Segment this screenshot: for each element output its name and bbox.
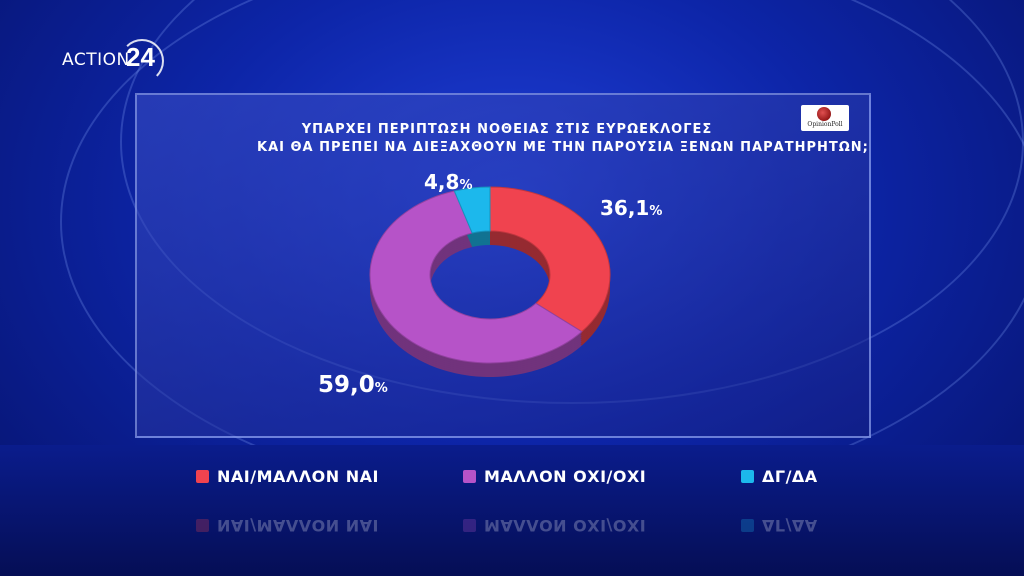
legend-reflection-swatch — [463, 519, 476, 532]
chart-title-line-2: ΚΑΙ ΘΑ ΠΡΕΠΕΙ ΝΑ ΔΙΕΞΑΧΘΟΥΝ ΜΕ ΤΗΝ ΠΑΡΟΥ… — [257, 140, 869, 155]
channel-logo: ACTION 24 — [62, 39, 182, 83]
slice-value-label: 4,8% — [424, 170, 472, 194]
slice-value-label: 59,0% — [318, 372, 388, 398]
slice-value-number: 4,8 — [424, 170, 460, 194]
chart-panel: ΥΠΑΡΧΕΙ ΠΕΡΙΠΤΩΣΗ ΝΟΘΕΙΑΣ ΣΤΙΣ ΕΥΡΩΕΚΛΟΓ… — [135, 93, 871, 438]
slice-value-number: 36,1 — [600, 196, 650, 220]
legend-reflection-label: ΔΓ/ΔΑ — [762, 516, 818, 535]
background-floor — [0, 445, 1024, 576]
legend-label: ΔΓ/ΔΑ — [762, 467, 818, 486]
slice-value-unit: % — [649, 204, 663, 219]
slice-value-number: 59,0 — [318, 372, 375, 398]
chart-legend: ΝΑΙ/ΜΑΛΛΟΝ ΝΑΙ ΜΑΛΛΟΝ ΟΧΙ/ΟΧΙ ΔΓ/ΔΑ — [0, 467, 1024, 497]
donut-slice-3 — [453, 186, 491, 234]
legend-reflection-item: ΔΓ/ΔΑ — [741, 516, 818, 535]
slice-value-unit: % — [374, 381, 388, 396]
pollster-logo: OpinionPoll — [801, 105, 849, 131]
legend-label: ΝΑΙ/ΜΑΛΛΟΝ ΝΑΙ — [217, 467, 379, 486]
donut-slice-1 — [489, 186, 611, 333]
legend-reflection-label: ΜΑΛΛΟΝ ΟΧΙ/ΟΧΙ — [484, 516, 647, 535]
legend-reflection: ΝΑΙ/ΜΑΛΛΟΝ ΝΑΙ ΜΑΛΛΟΝ ΟΧΙ/ΟΧΙ ΔΓ/ΔΑ — [0, 505, 1024, 535]
chart-title: ΥΠΑΡΧΕΙ ΠΕΡΙΠΤΩΣΗ ΝΟΘΕΙΑΣ ΣΤΙΣ ΕΥΡΩΕΚΛΟΓ… — [257, 121, 869, 157]
channel-logo-number: 24 — [126, 42, 155, 72]
legend-swatch — [741, 470, 754, 483]
legend-item: ΜΑΛΛΟΝ ΟΧΙ/ΟΧΙ — [463, 467, 646, 486]
channel-logo-name: ACTION — [62, 50, 130, 70]
logo-ring-icon — [120, 39, 164, 83]
slice-value-unit: % — [459, 178, 473, 193]
legend-item: ΝΑΙ/ΜΑΛΛΟΝ ΝΑΙ — [196, 467, 379, 486]
legend-swatch — [196, 470, 209, 483]
legend-reflection-label: ΝΑΙ/ΜΑΛΛΟΝ ΝΑΙ — [217, 516, 379, 535]
donut-slice-2 — [369, 190, 583, 364]
chart-title-line-1: ΥΠΑΡΧΕΙ ΠΕΡΙΠΤΩΣΗ ΝΟΘΕΙΑΣ ΣΤΙΣ ΕΥΡΩΕΚΛΟΓ… — [301, 122, 713, 137]
pollster-logo-icon — [817, 107, 831, 121]
legend-label: ΜΑΛΛΟΝ ΟΧΙ/ΟΧΙ — [484, 467, 647, 486]
legend-reflection-swatch — [196, 519, 209, 532]
slice-value-label: 36,1% — [600, 196, 662, 220]
legend-swatch — [463, 470, 476, 483]
pollster-name: OpinionPoll — [807, 121, 843, 128]
legend-reflection-swatch — [741, 519, 754, 532]
legend-item: ΔΓ/ΔΑ — [741, 467, 818, 486]
legend-reflection-item: ΜΑΛΛΟΝ ΟΧΙ/ΟΧΙ — [463, 516, 646, 535]
legend-reflection-item: ΝΑΙ/ΜΑΛΛΟΝ ΝΑΙ — [196, 516, 379, 535]
